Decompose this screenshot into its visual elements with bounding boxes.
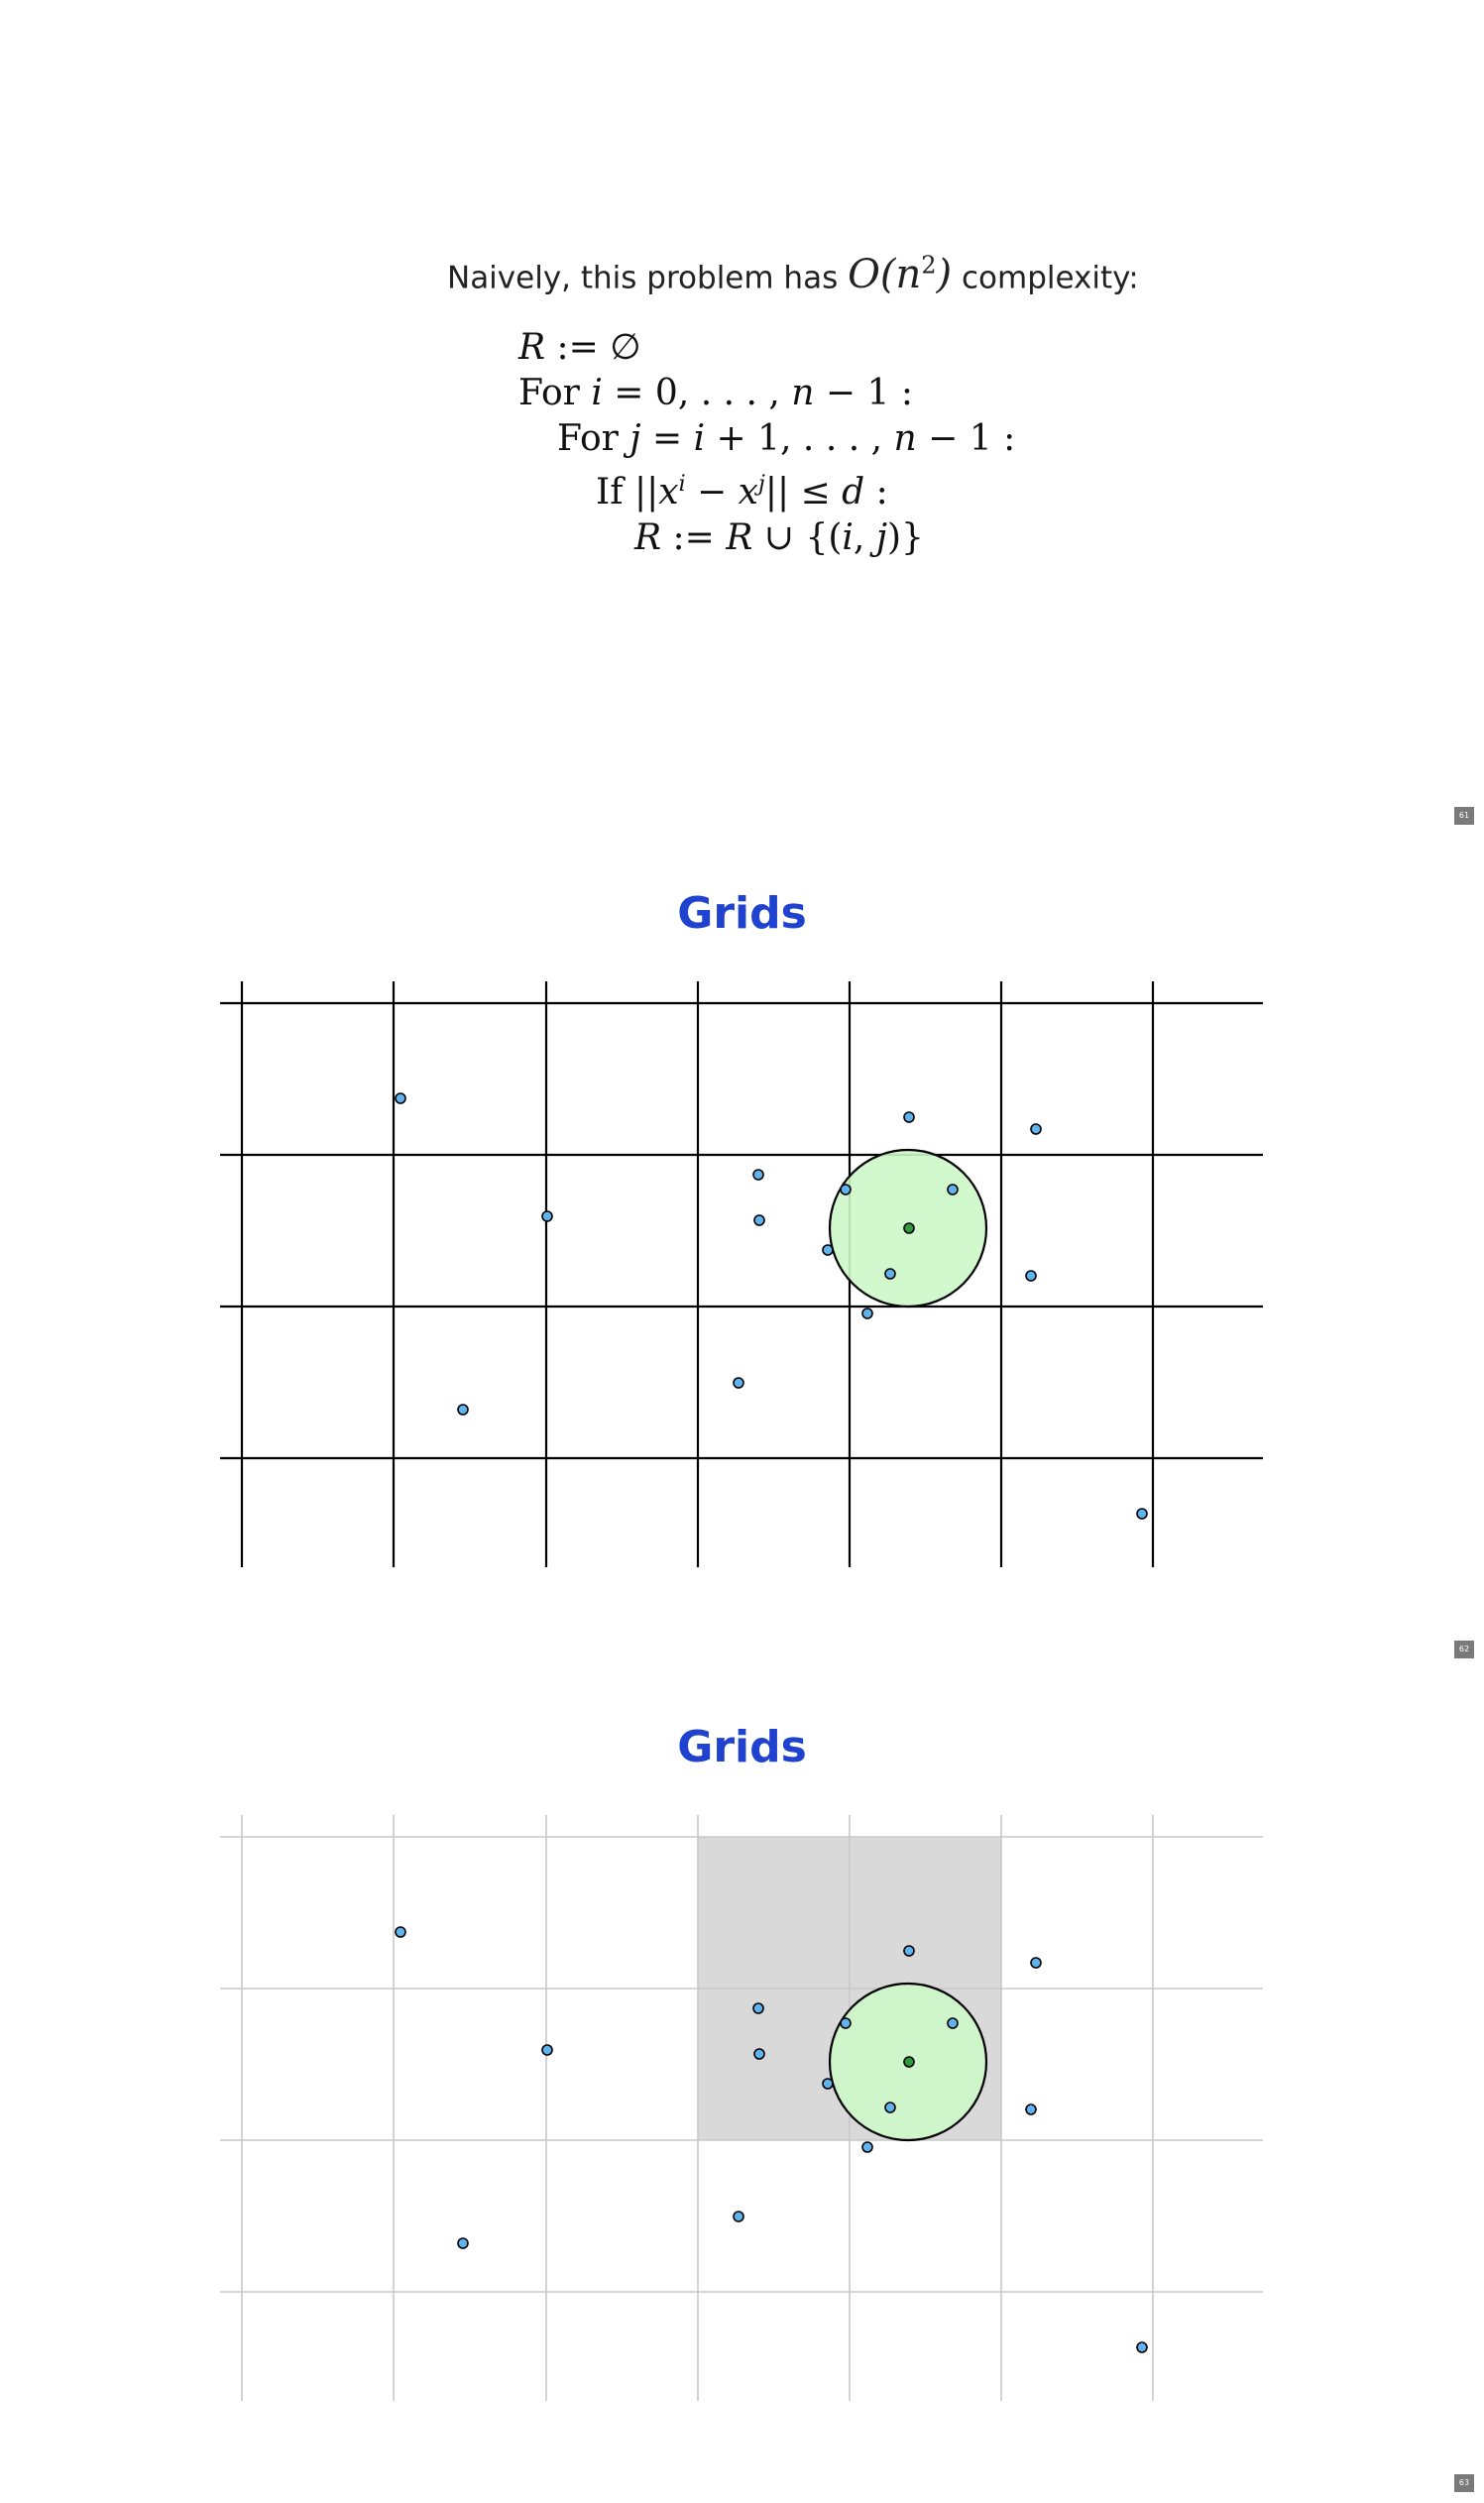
algorithm-line: R := R ∪ {(i, j)} [518, 515, 1015, 561]
intro-suffix: complexity: [962, 260, 1139, 295]
data-point [458, 1405, 468, 1415]
intro-text: Naively, this problem has [447, 260, 838, 295]
query-point [904, 1223, 914, 1233]
data-point [948, 2018, 958, 2028]
page-number: 63 [1454, 2474, 1474, 2492]
data-point [1026, 1271, 1036, 1281]
data-point [1026, 2105, 1036, 2114]
data-point [862, 2142, 872, 2152]
data-point [754, 1215, 764, 1225]
data-point [823, 2079, 833, 2089]
algorithm-line: For j = i + 1, . . . , n − 1 : [518, 416, 1015, 462]
data-point [542, 2045, 552, 2055]
data-point [542, 1211, 552, 1221]
data-point [753, 1170, 763, 1180]
grid-diagram [0, 1667, 1484, 2500]
algorithm-block: R := ∅ For i = 0, . . . , n − 1 : For j … [518, 325, 1015, 561]
grid-lines [220, 981, 1263, 1567]
data-point [753, 2003, 763, 2013]
slide-62: Grids [0, 834, 1484, 1666]
data-point [948, 1185, 958, 1195]
grid-diagram [0, 834, 1484, 1666]
intro-sentence: Naively, this problem has O(n2) complexi… [447, 252, 1139, 297]
data-point [396, 1093, 405, 1103]
data-point [904, 1112, 914, 1122]
data-point [734, 2212, 743, 2221]
data-point [841, 1185, 851, 1195]
data-point [1137, 2342, 1147, 2352]
page-number: 62 [1454, 1641, 1474, 1658]
data-point [1031, 1958, 1041, 1968]
data-point [823, 1245, 833, 1255]
algorithm-line: R := ∅ [518, 325, 1015, 371]
data-point [885, 1269, 895, 1279]
slide-63: Grids [0, 1667, 1484, 2500]
data-point [1137, 1509, 1147, 1519]
data-point [458, 2238, 468, 2248]
data-point [396, 1927, 405, 1937]
data-point [862, 1308, 872, 1318]
slide-61: Naively, this problem has O(n2) complexi… [0, 0, 1484, 833]
data-point [754, 2049, 764, 2059]
data-point [885, 2103, 895, 2112]
page-number: 61 [1454, 807, 1474, 825]
data-point [1031, 1124, 1041, 1134]
data-point [904, 1946, 914, 1956]
query-point [904, 2057, 914, 2067]
data-point [841, 2018, 851, 2028]
algorithm-line: For i = 0, . . . , n − 1 : [518, 371, 1015, 416]
algorithm-line: If ||xi − xj|| ≤ d : [518, 462, 1015, 515]
data-point [734, 1378, 743, 1388]
complexity-expression: O(n2) [848, 252, 952, 297]
